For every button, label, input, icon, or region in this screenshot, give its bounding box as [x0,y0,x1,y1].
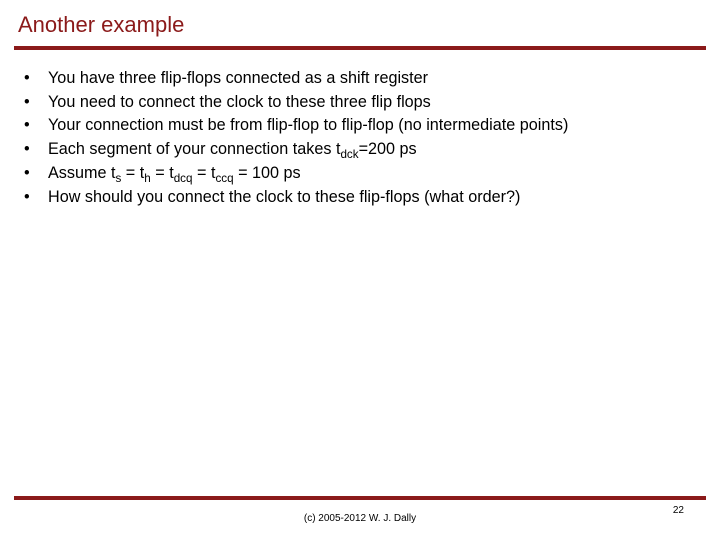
copyright-text: (c) 2005-2012 W. J. Dally [0,513,720,524]
footer-divider [14,496,706,500]
bullet-dot-icon: • [24,68,48,89]
bullet-list: •You have three flip-flops connected as … [14,68,706,207]
bullet-text: Assume ts = th = tdcq = tccq = 100 ps [48,163,706,184]
bullet-text: Your connection must be from flip-flop t… [48,115,706,136]
bullet-dot-icon: • [24,187,48,208]
bullet-item: •You have three flip-flops connected as … [24,68,706,89]
title-divider [14,46,706,50]
bullet-dot-icon: • [24,92,48,113]
bullet-text: How should you connect the clock to thes… [48,187,706,208]
bullet-dot-icon: • [24,115,48,136]
bullet-dot-icon: • [24,139,48,160]
bullet-text: You have three flip-flops connected as a… [48,68,706,89]
bullet-item: •You need to connect the clock to these … [24,92,706,113]
page-number: 22 [673,505,684,516]
bullet-text: You need to connect the clock to these t… [48,92,706,113]
slide-title: Another example [14,12,706,38]
bullet-item: •Assume ts = th = tdcq = tccq = 100 ps [24,163,706,184]
bullet-item: •Each segment of your connection takes t… [24,139,706,160]
bullet-item: •Your connection must be from flip-flop … [24,115,706,136]
slide: Another example •You have three flip-flo… [0,0,720,540]
bullet-dot-icon: • [24,163,48,184]
bullet-text: Each segment of your connection takes td… [48,139,706,160]
bullet-item: •How should you connect the clock to the… [24,187,706,208]
